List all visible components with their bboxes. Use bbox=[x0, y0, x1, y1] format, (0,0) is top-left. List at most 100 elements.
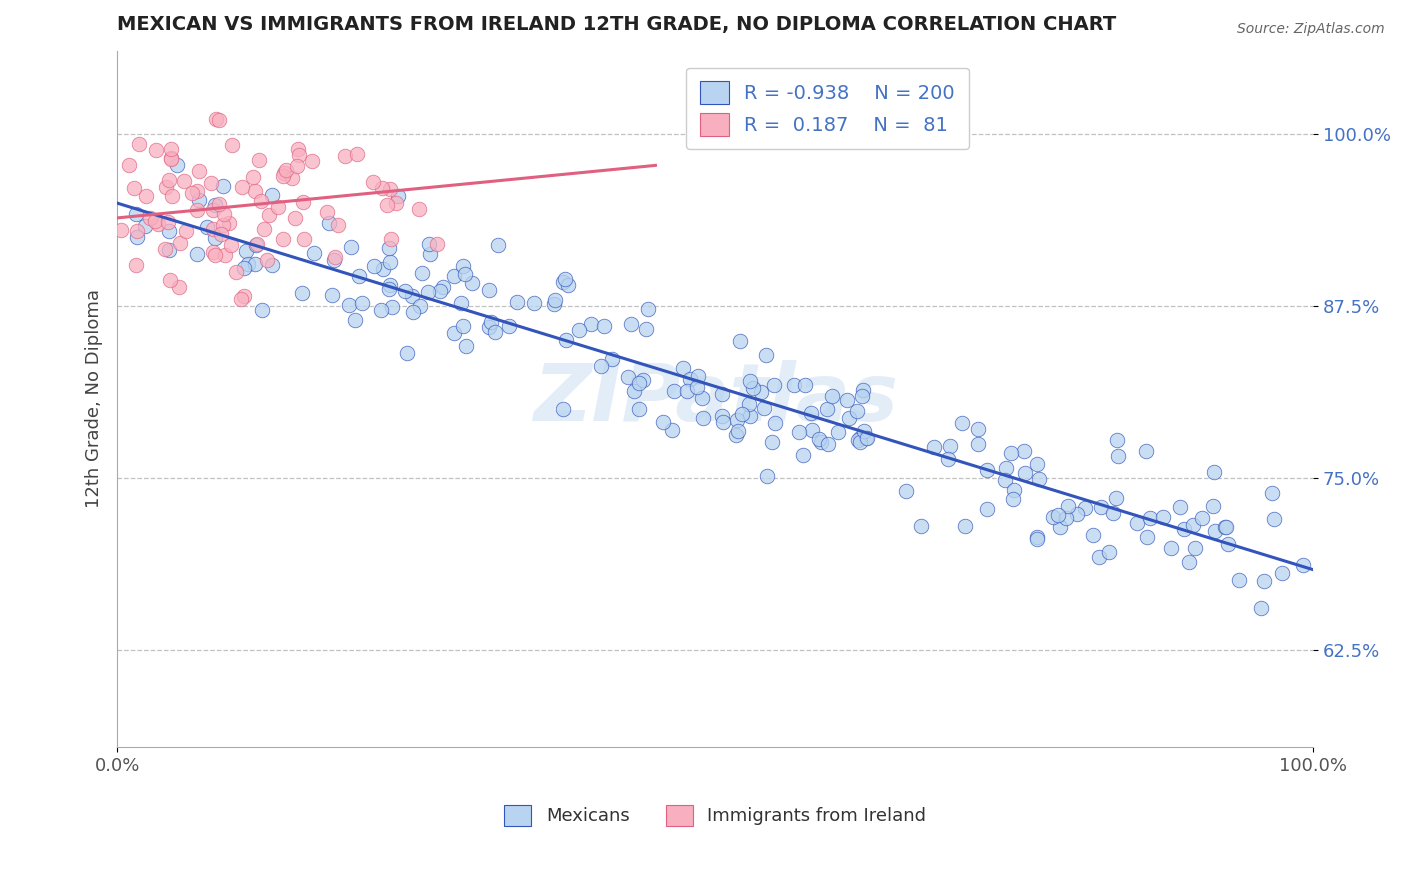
Point bbox=[208, 113, 231, 128]
Point bbox=[742, 381, 765, 395]
Point bbox=[229, 292, 252, 306]
Point bbox=[922, 440, 945, 454]
Point bbox=[252, 303, 274, 318]
Point bbox=[652, 415, 675, 429]
Point bbox=[291, 195, 314, 210]
Point bbox=[221, 138, 243, 153]
Point bbox=[321, 288, 343, 302]
Point bbox=[994, 474, 1017, 488]
Point bbox=[256, 253, 278, 268]
Point bbox=[1026, 530, 1049, 544]
Point bbox=[800, 423, 823, 437]
Point bbox=[219, 238, 242, 252]
Point bbox=[394, 285, 416, 299]
Point bbox=[408, 202, 430, 217]
Point bbox=[287, 142, 309, 156]
Point bbox=[1046, 508, 1069, 523]
Point bbox=[352, 295, 374, 310]
Point bbox=[204, 198, 226, 212]
Point bbox=[146, 217, 169, 231]
Point bbox=[335, 149, 357, 163]
Point bbox=[155, 179, 177, 194]
Point bbox=[208, 196, 231, 211]
Point bbox=[253, 222, 276, 236]
Point bbox=[209, 227, 232, 241]
Point bbox=[738, 396, 761, 410]
Point bbox=[387, 189, 409, 203]
Point bbox=[754, 401, 776, 415]
Point bbox=[134, 219, 156, 233]
Point bbox=[1204, 524, 1226, 539]
Point bbox=[143, 214, 166, 228]
Point bbox=[827, 425, 849, 439]
Point bbox=[135, 189, 157, 203]
Point bbox=[761, 434, 783, 449]
Point bbox=[262, 258, 284, 272]
Point bbox=[225, 265, 247, 279]
Point bbox=[1107, 450, 1129, 464]
Point bbox=[498, 318, 520, 333]
Point bbox=[361, 175, 384, 189]
Point bbox=[157, 244, 180, 258]
Point bbox=[506, 295, 529, 310]
Point bbox=[285, 159, 308, 173]
Point bbox=[1090, 500, 1112, 515]
Point bbox=[554, 272, 576, 286]
Point bbox=[337, 298, 360, 312]
Point bbox=[936, 451, 959, 466]
Point bbox=[1216, 537, 1239, 551]
Point bbox=[395, 346, 418, 360]
Point bbox=[325, 251, 347, 265]
Point bbox=[1101, 506, 1123, 520]
Point bbox=[145, 144, 167, 158]
Point bbox=[728, 334, 751, 348]
Point bbox=[711, 409, 734, 423]
Point bbox=[167, 280, 190, 294]
Point bbox=[1202, 466, 1225, 480]
Point bbox=[409, 299, 432, 313]
Point bbox=[849, 431, 872, 445]
Point bbox=[782, 378, 804, 392]
Point bbox=[257, 208, 280, 222]
Point bbox=[443, 326, 465, 340]
Point bbox=[1028, 472, 1050, 486]
Point bbox=[453, 260, 475, 274]
Point bbox=[301, 153, 323, 168]
Point bbox=[589, 359, 612, 374]
Point bbox=[323, 253, 346, 268]
Point bbox=[1271, 566, 1294, 580]
Point bbox=[202, 202, 225, 217]
Point bbox=[125, 258, 148, 272]
Text: Source: ZipAtlas.com: Source: ZipAtlas.com bbox=[1237, 22, 1385, 37]
Point bbox=[363, 259, 385, 273]
Point bbox=[127, 229, 149, 244]
Point bbox=[1253, 574, 1275, 589]
Point bbox=[731, 408, 754, 422]
Point bbox=[1152, 509, 1174, 524]
Point bbox=[995, 460, 1018, 475]
Point bbox=[817, 436, 839, 450]
Point bbox=[637, 301, 659, 316]
Point bbox=[551, 401, 574, 416]
Point bbox=[845, 403, 868, 417]
Point bbox=[686, 369, 709, 384]
Point bbox=[274, 163, 297, 178]
Point bbox=[1026, 532, 1049, 546]
Point bbox=[1250, 601, 1272, 615]
Point bbox=[316, 204, 339, 219]
Point bbox=[628, 401, 651, 416]
Point bbox=[838, 411, 860, 425]
Point bbox=[523, 295, 546, 310]
Point bbox=[953, 518, 976, 533]
Point bbox=[181, 186, 204, 201]
Point bbox=[346, 147, 368, 161]
Point bbox=[846, 434, 869, 448]
Point bbox=[749, 385, 772, 400]
Point bbox=[160, 189, 183, 203]
Point bbox=[1191, 511, 1213, 525]
Point bbox=[543, 297, 565, 311]
Point bbox=[128, 136, 150, 151]
Point bbox=[211, 178, 233, 193]
Point bbox=[1136, 530, 1159, 544]
Point bbox=[375, 198, 398, 212]
